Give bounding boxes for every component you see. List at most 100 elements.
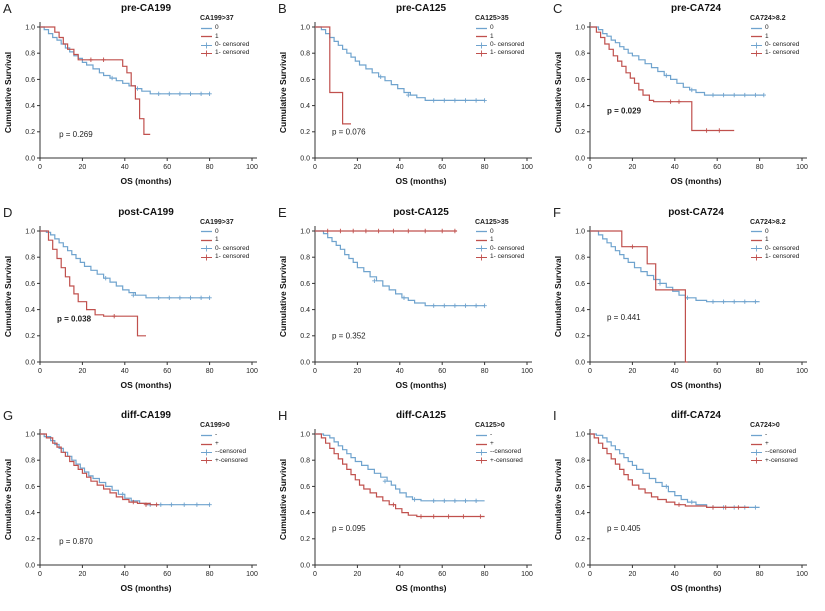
legend-item: 1: [200, 33, 272, 41]
survival-curve-blue: [40, 433, 210, 506]
svg-text:1.0: 1.0: [575, 432, 585, 439]
svg-text:0: 0: [588, 368, 592, 375]
panel-title: post-CA199: [118, 206, 174, 218]
legend-item-label: --censored: [490, 448, 522, 456]
legend-item: 0- censored: [475, 245, 547, 253]
legend-title: CA125>35: [475, 15, 509, 22]
p-value: p = 0.352: [332, 331, 366, 340]
y-axis-label: Cumulative Survival: [278, 256, 288, 337]
svg-text:60: 60: [163, 368, 171, 375]
censor-marks-blue: [109, 75, 212, 96]
svg-text:40: 40: [671, 164, 679, 171]
panel-letter: G: [3, 408, 14, 424]
legend-item-label: 1- censored: [490, 253, 525, 261]
svg-text:60: 60: [438, 571, 446, 578]
legend-censor-swatch: [476, 254, 487, 261]
x-axis-label: OS (months): [396, 380, 447, 390]
legend-item: 0: [200, 24, 272, 32]
legend-item-label: 1- censored: [215, 49, 250, 57]
svg-text:1.0: 1.0: [25, 228, 35, 235]
svg-text:0.0: 0.0: [300, 563, 310, 570]
legend-item-label: 1- censored: [215, 253, 250, 261]
legend-title: CA724>8.2: [750, 218, 786, 226]
censor-marks-blue: [378, 74, 487, 103]
svg-text:100: 100: [521, 164, 533, 171]
x-axis-label: OS (months): [121, 176, 172, 186]
svg-text:0.2: 0.2: [25, 537, 35, 544]
legend-censor-swatch: [751, 245, 762, 252]
legend-item-label: 1: [765, 32, 769, 40]
svg-text:0: 0: [313, 571, 317, 578]
legend-item-label: 0- censored: [215, 40, 250, 48]
legend-line-swatch: [751, 443, 762, 445]
censor-marks-red: [668, 99, 722, 133]
survival-curve-red: [590, 433, 749, 509]
censor-marks-blue: [103, 275, 212, 300]
svg-text:60: 60: [163, 164, 171, 171]
svg-text:0.4: 0.4: [300, 307, 310, 314]
svg-text:100: 100: [796, 571, 808, 578]
censor-marks-red: [131, 500, 159, 508]
legend-title: CA724>0: [750, 422, 780, 430]
svg-text:0.6: 0.6: [575, 280, 585, 287]
svg-text:0.0: 0.0: [575, 359, 585, 366]
svg-text:60: 60: [438, 164, 446, 171]
svg-text:100: 100: [246, 571, 258, 578]
survival-curve-blue: [315, 230, 485, 306]
censor-marks-red: [112, 313, 117, 319]
svg-text:0.2: 0.2: [25, 129, 35, 136]
svg-text:0.0: 0.0: [25, 563, 35, 570]
svg-text:0.6: 0.6: [300, 280, 310, 287]
legend-item: 0: [475, 24, 547, 32]
legend: CA125>35 0 1 0- censored 1- censored: [475, 14, 547, 58]
svg-text:0.0: 0.0: [300, 359, 310, 366]
censor-marks-red: [676, 502, 741, 510]
svg-text:60: 60: [713, 368, 721, 375]
survival-curve-blue: [590, 26, 764, 96]
svg-text:80: 80: [756, 368, 764, 375]
km-plot: 0.0 0.2 0.4 0.6 0.8 1.0 0 20 40 60 80 100 Cumulative…: [3, 22, 258, 186]
panel-letter: H: [278, 408, 288, 424]
legend-title: CA724>8.2: [750, 15, 786, 22]
legend-item-label: 1- censored: [765, 253, 800, 261]
survival-curve-red: [315, 433, 485, 518]
legend-item: -: [475, 431, 547, 439]
y-axis-label: Cumulative Survival: [278, 459, 288, 540]
svg-text:40: 40: [121, 368, 129, 375]
legend-line-swatch: [476, 27, 487, 29]
svg-text:0: 0: [588, 164, 592, 171]
x-axis-label: OS (months): [671, 176, 722, 186]
legend-item-label: +: [765, 439, 769, 447]
legend-item: 1: [200, 236, 272, 244]
legend-item: --censored: [475, 448, 547, 456]
p-value: p = 0.029: [607, 107, 642, 116]
legend-item-label: 0- censored: [490, 244, 525, 252]
legend-item: +-censored: [200, 457, 272, 465]
svg-text:0.6: 0.6: [575, 77, 585, 84]
svg-text:0.0: 0.0: [575, 155, 585, 162]
legend-item-label: 0: [490, 24, 494, 32]
svg-text:0.2: 0.2: [25, 333, 35, 340]
legend-item: 0: [475, 228, 547, 236]
svg-text:80: 80: [756, 164, 764, 171]
svg-text:20: 20: [354, 368, 362, 375]
p-value: p = 0.269: [59, 130, 93, 139]
survival-curve-red: [40, 230, 146, 337]
y-axis-label: Cumulative Survival: [553, 52, 563, 133]
legend-item: 0- censored: [200, 41, 272, 49]
survival-curve-red: [40, 433, 159, 506]
y-axis-label: Cumulative Survival: [278, 52, 288, 133]
panel-title: pre-CA199: [120, 3, 172, 14]
svg-text:0.8: 0.8: [25, 458, 35, 465]
legend-item: 1: [475, 236, 547, 244]
legend-line-swatch: [201, 231, 212, 233]
x-axis-label: OS (months): [121, 583, 172, 593]
panel-title: pre-CA125: [395, 3, 447, 14]
svg-text:0.4: 0.4: [25, 103, 35, 110]
svg-text:0.4: 0.4: [575, 103, 585, 110]
svg-text:0: 0: [313, 164, 317, 171]
svg-text:80: 80: [206, 368, 214, 375]
